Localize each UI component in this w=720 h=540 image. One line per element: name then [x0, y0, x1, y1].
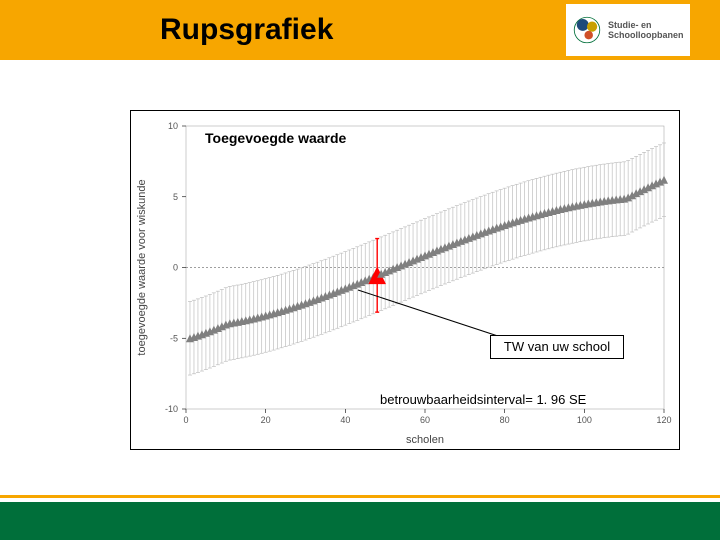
svg-text:60: 60 [420, 415, 430, 425]
confidence-interval-label: betrouwbaarheidsinterval= 1. 96 SE [380, 392, 586, 407]
svg-text:-10: -10 [165, 404, 178, 414]
svg-text:80: 80 [500, 415, 510, 425]
svg-text:120: 120 [656, 415, 671, 425]
svg-text:0: 0 [173, 263, 178, 273]
svg-text:toegevoegde waarde voor wiskun: toegevoegde waarde voor wiskunde [136, 179, 148, 355]
svg-text:5: 5 [173, 192, 178, 202]
svg-text:40: 40 [340, 415, 350, 425]
svg-text:scholen: scholen [406, 434, 444, 446]
footer [0, 495, 720, 540]
header-bar: Rupsgrafiek Studie- en Schoolloopbanen [0, 0, 720, 60]
logo-text: Studie- en Schoolloopbanen [608, 20, 684, 40]
svg-text:0: 0 [183, 415, 188, 425]
svg-text:20: 20 [261, 415, 271, 425]
logo-icon [570, 13, 604, 47]
svg-text:-5: -5 [170, 333, 178, 343]
svg-text:10: 10 [168, 121, 178, 131]
page-title: Rupsgrafiek [160, 13, 333, 47]
chart-inner-title: Toegevoegde waarde [205, 130, 346, 146]
logo: Studie- en Schoolloopbanen [566, 4, 690, 56]
highlight-callout-box: TW van uw school [490, 335, 624, 359]
svg-text:100: 100 [577, 415, 592, 425]
